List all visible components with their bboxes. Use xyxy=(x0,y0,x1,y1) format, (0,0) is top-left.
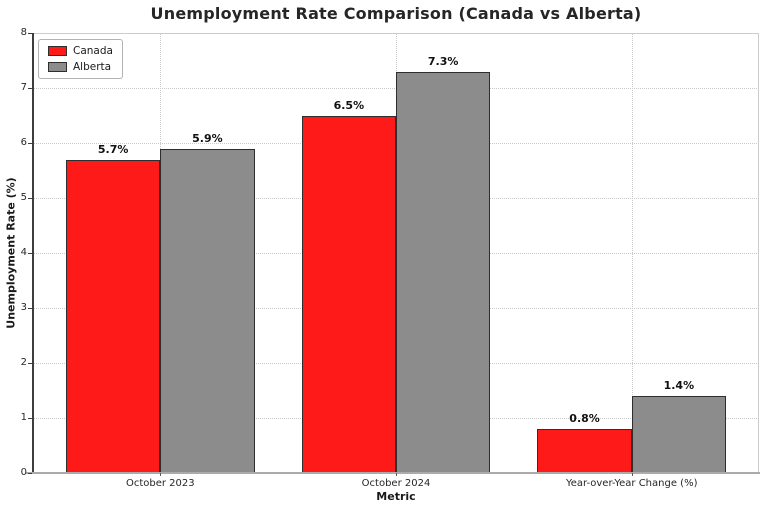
bar-value-label: 0.8% xyxy=(569,412,600,425)
y-tick-label: 2 xyxy=(20,357,27,368)
legend-label-alberta: Alberta xyxy=(73,61,112,73)
top-spine xyxy=(33,33,759,34)
x-axis-line xyxy=(26,472,760,474)
x-tick-mark xyxy=(160,473,162,476)
y-tick-mark xyxy=(28,363,32,364)
left-spine xyxy=(32,33,34,473)
bar-canada-1 xyxy=(301,115,396,473)
x-tick-mark xyxy=(631,473,633,476)
bar-value-label: 1.4% xyxy=(663,379,695,392)
bar-value-label: 5.9% xyxy=(192,131,223,145)
bar-value-label: 5.7% xyxy=(97,142,129,156)
bar-alberta-2 xyxy=(631,396,726,473)
bar-alberta-0 xyxy=(160,148,255,473)
legend-item-alberta: Alberta xyxy=(48,61,113,73)
y-tick-mark xyxy=(28,308,32,309)
legend-label-canada: Canada xyxy=(73,45,113,57)
y-tick-label: 5 xyxy=(20,192,27,203)
y-tick-label: 3 xyxy=(20,302,27,313)
y-tick-mark xyxy=(28,253,32,254)
bar-value-label: 6.5% xyxy=(333,98,365,112)
alberta-color-swatch xyxy=(48,62,67,72)
y-tick-mark xyxy=(28,418,32,419)
y-tick-mark xyxy=(28,88,32,89)
x-axis-title: Metric xyxy=(376,490,416,503)
y-tick-label: 8 xyxy=(20,27,27,38)
y-tick-label: 7 xyxy=(20,82,27,93)
bar-canada-2 xyxy=(537,429,632,473)
y-tick-mark xyxy=(28,143,32,144)
legend-item-canada: Canada xyxy=(48,45,113,57)
bar-alberta-1 xyxy=(396,71,491,473)
legend: Canada Alberta xyxy=(38,39,123,79)
y-tick-label: 6 xyxy=(20,137,27,148)
x-tick-label: October 2024 xyxy=(361,478,431,489)
chart-title: Unemployment Rate Comparison (Canada vs … xyxy=(150,4,642,23)
x-gridline xyxy=(631,33,633,473)
bar-canada-0 xyxy=(66,159,161,473)
plot-area: 5.7% 6.5% 0.8% 5.9% 7.3% 1.4% xyxy=(26,33,760,474)
y-tick-mark xyxy=(28,198,32,199)
y-tick-mark xyxy=(28,473,32,474)
y-axis-title: Unemployment Rate (%) xyxy=(4,177,18,329)
x-tick-label: October 2023 xyxy=(125,478,195,489)
y-tick-label: 4 xyxy=(20,247,27,258)
bar-value-label: 7.3% xyxy=(427,54,459,68)
y-tick-label: 1 xyxy=(20,412,27,423)
y-tick-mark xyxy=(28,33,32,34)
y-tick-label: 0 xyxy=(20,467,27,478)
canada-color-swatch xyxy=(48,46,67,56)
x-tick-label: Year-over-Year Change (%) xyxy=(565,478,698,489)
x-tick-mark xyxy=(396,473,397,476)
right-spine xyxy=(758,33,759,473)
